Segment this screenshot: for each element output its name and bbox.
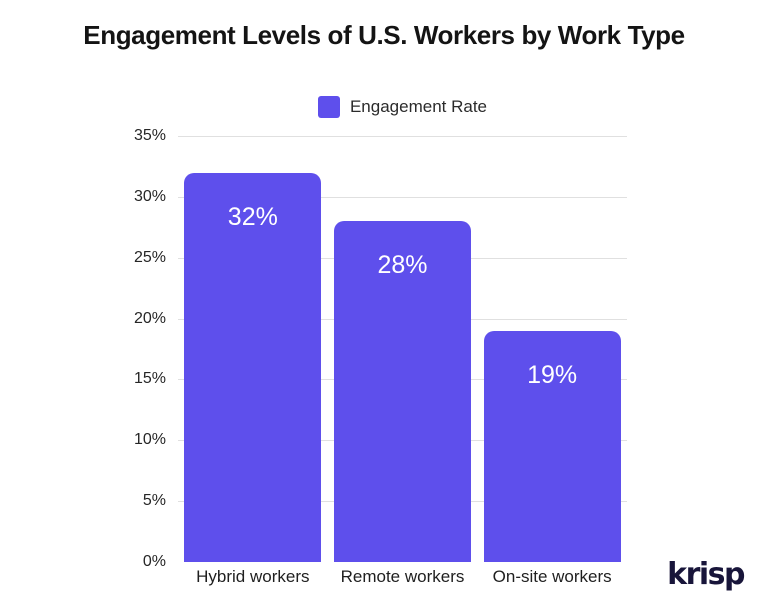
legend: Engagement Rate: [178, 96, 627, 118]
y-tick-label: 0%: [142, 553, 166, 570]
legend-label: Engagement Rate: [349, 97, 488, 116]
y-tick-label: 30%: [133, 187, 166, 205]
x-tick-label: Remote workers: [340, 567, 465, 586]
gridline: [178, 136, 627, 137]
y-tick-label: 20%: [133, 309, 166, 327]
y-tick-label: 5%: [142, 492, 166, 510]
bar-hybrid-workers: 32%: [184, 172, 322, 562]
y-tick-label: 10%: [133, 431, 166, 449]
plot-area: 32% 28% 19%: [178, 136, 627, 562]
gridline: [178, 196, 627, 198]
legend-swatch-icon: [317, 96, 340, 118]
bar-on-site-workers: 19%: [483, 330, 621, 562]
x-tick-label: Hybrid workers: [196, 567, 310, 586]
y-axis-labels: 0% 5% 10% 15% 20% 25% 30% 35%: [0, 127, 166, 570]
bar-remote-workers: 28%: [334, 221, 471, 562]
x-tick-label: On-site workers: [492, 567, 612, 586]
y-tick-label: 15%: [133, 370, 166, 388]
krisp-logo: krisp: [667, 557, 745, 592]
bar-value-label: 19%: [527, 360, 578, 389]
bar-value-label: 32%: [227, 202, 278, 231]
y-tick-label: 35%: [133, 127, 166, 144]
x-axis-labels: Hybrid workers Remote workers On-site work…: [178, 567, 627, 591]
bar-value-label: 28%: [377, 251, 428, 280]
chart-title: Engagement Levels of U.S. Workers by Wor…: [83, 20, 685, 50]
y-tick-label: 25%: [133, 248, 166, 266]
